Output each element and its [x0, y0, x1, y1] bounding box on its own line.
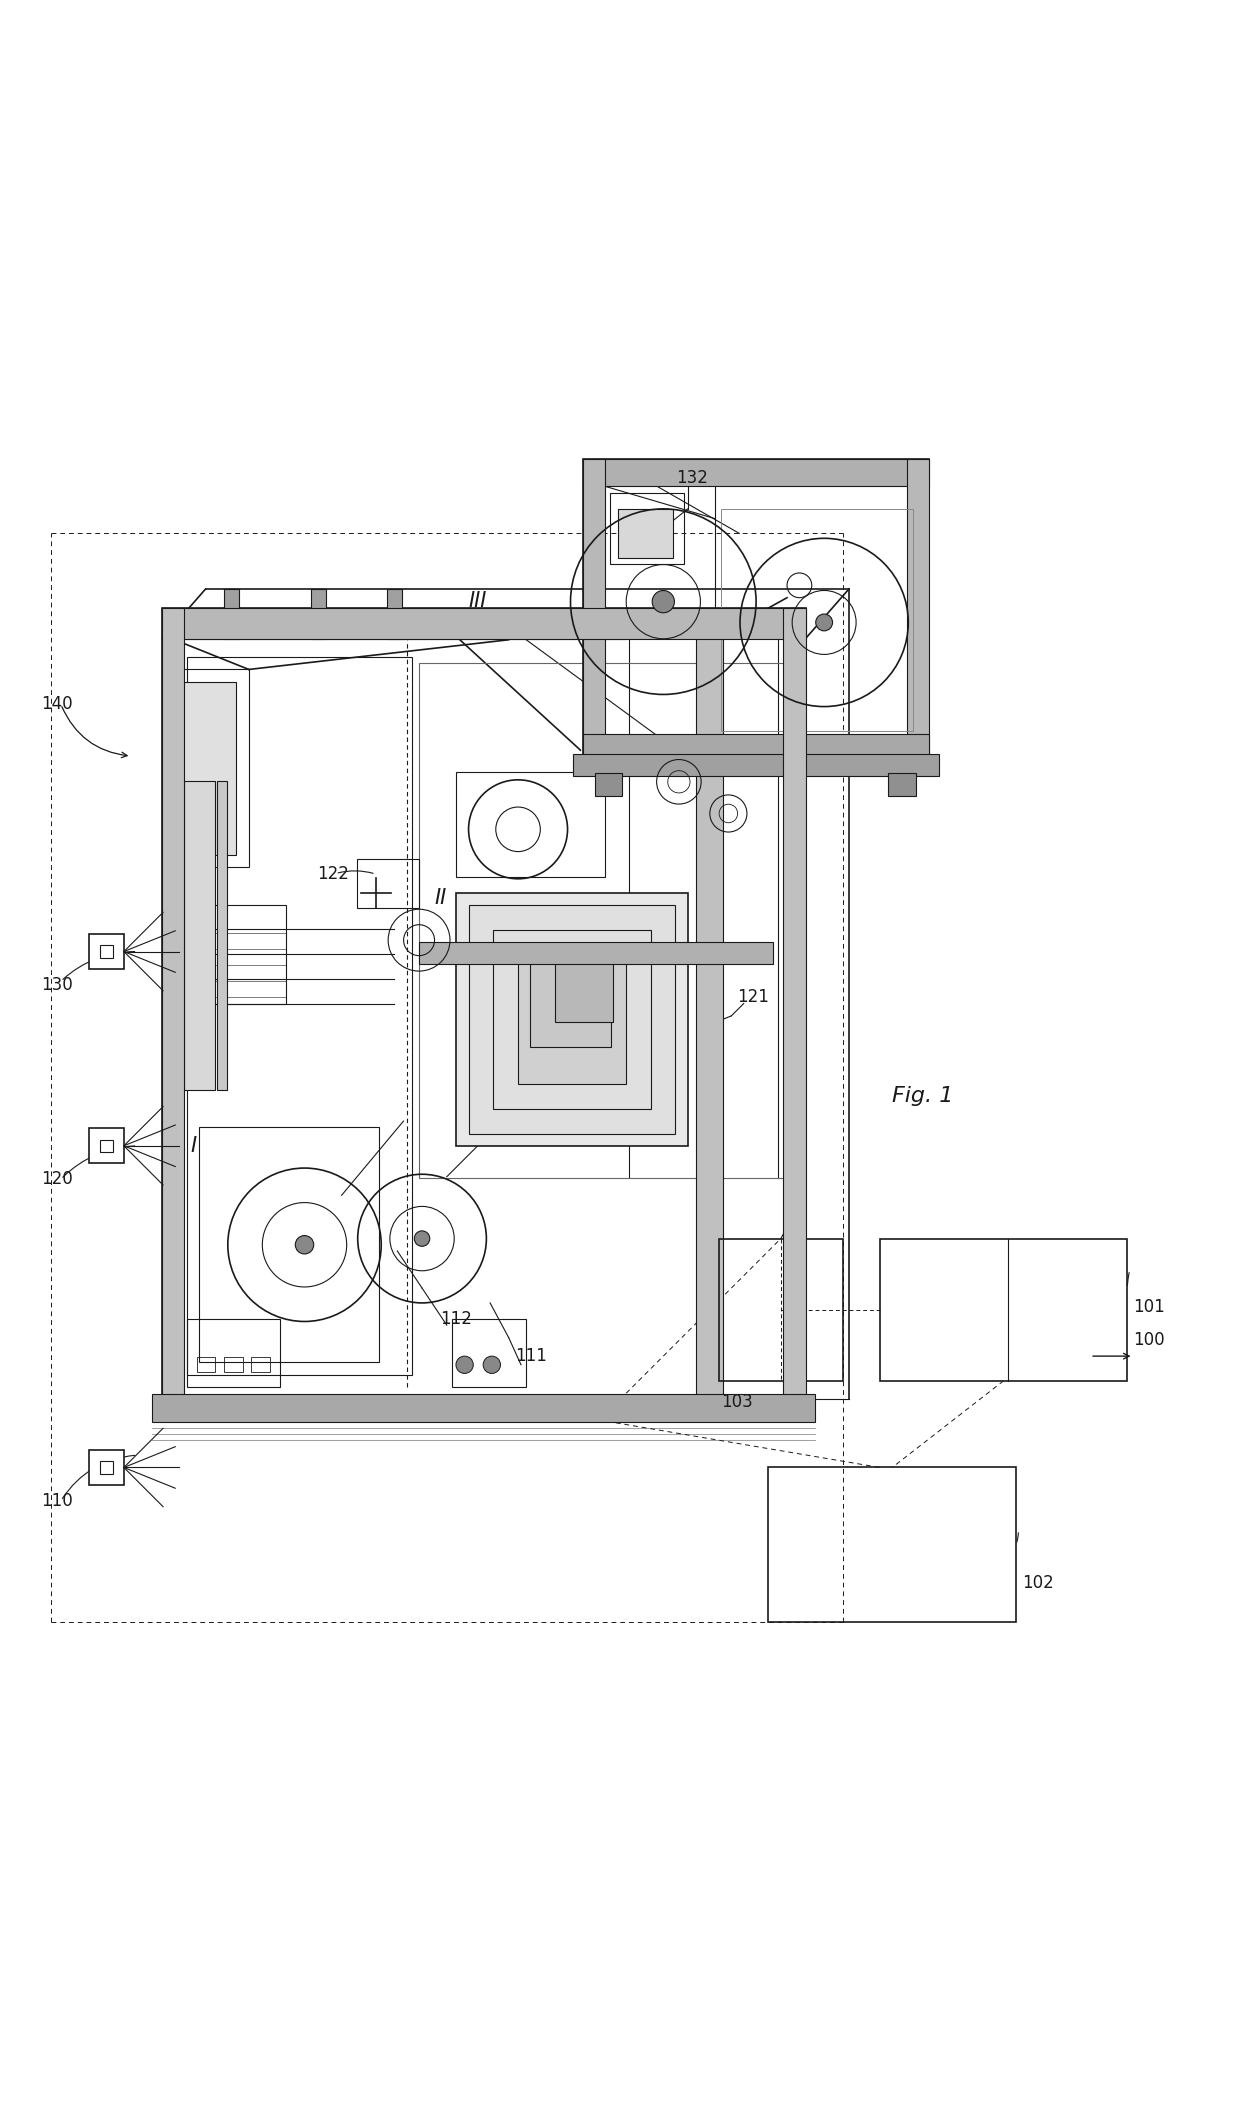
Bar: [419, 663, 786, 1177]
Bar: [357, 859, 419, 908]
Bar: [419, 941, 773, 965]
Bar: [583, 459, 605, 756]
Bar: [583, 459, 929, 756]
Bar: [456, 893, 688, 1146]
Bar: [618, 510, 673, 558]
Bar: [719, 1238, 843, 1382]
Bar: [100, 1139, 113, 1152]
Text: 101: 101: [1133, 1297, 1166, 1316]
Bar: [451, 1318, 526, 1388]
Circle shape: [484, 1356, 501, 1373]
Text: 121: 121: [738, 988, 769, 1007]
Text: 102: 102: [1022, 1573, 1054, 1592]
Text: 130: 130: [41, 975, 73, 994]
Bar: [200, 1127, 379, 1363]
Text: 122: 122: [317, 866, 348, 882]
Bar: [531, 946, 611, 1047]
Circle shape: [414, 1230, 430, 1247]
Bar: [187, 1318, 280, 1388]
Bar: [518, 954, 626, 1085]
Text: III: III: [469, 592, 487, 611]
Text: II: II: [434, 889, 446, 908]
Bar: [469, 906, 676, 1133]
Text: 132: 132: [676, 470, 708, 486]
Bar: [784, 609, 806, 1398]
Circle shape: [816, 615, 832, 632]
Text: 120: 120: [41, 1171, 73, 1188]
Text: Fig. 1: Fig. 1: [893, 1087, 954, 1106]
Bar: [224, 1358, 243, 1373]
Bar: [100, 946, 113, 958]
Bar: [162, 609, 185, 1398]
Bar: [387, 590, 402, 638]
Bar: [162, 609, 806, 1398]
Text: 100: 100: [1133, 1331, 1166, 1350]
Bar: [187, 906, 286, 1005]
Bar: [311, 590, 326, 638]
Bar: [769, 1468, 1016, 1622]
Bar: [162, 609, 806, 638]
Bar: [494, 929, 651, 1110]
Bar: [187, 657, 412, 1375]
Bar: [573, 754, 939, 775]
Bar: [224, 590, 239, 638]
Bar: [583, 459, 929, 486]
Bar: [889, 773, 915, 796]
Bar: [252, 1358, 270, 1373]
Bar: [175, 623, 625, 638]
Bar: [89, 935, 124, 969]
Text: 110: 110: [41, 1491, 73, 1510]
Text: 140: 140: [41, 695, 73, 714]
Bar: [89, 1451, 124, 1485]
Bar: [181, 682, 237, 855]
Bar: [906, 459, 929, 756]
Bar: [610, 493, 684, 564]
Circle shape: [652, 590, 675, 613]
Bar: [696, 609, 723, 1398]
Circle shape: [295, 1236, 314, 1253]
Bar: [583, 733, 929, 756]
Bar: [153, 1394, 816, 1422]
Bar: [556, 958, 613, 1021]
Bar: [197, 1358, 216, 1373]
Bar: [89, 1129, 124, 1163]
Text: I: I: [190, 1135, 196, 1156]
Bar: [175, 670, 249, 868]
Bar: [185, 781, 216, 1091]
Bar: [720, 510, 913, 731]
Bar: [595, 773, 622, 796]
Text: 103: 103: [722, 1392, 753, 1411]
Bar: [880, 1238, 1127, 1382]
Bar: [456, 771, 605, 876]
Circle shape: [456, 1356, 474, 1373]
Text: 111: 111: [515, 1348, 547, 1365]
Bar: [217, 781, 227, 1091]
Bar: [100, 1462, 113, 1474]
Text: 112: 112: [440, 1310, 472, 1329]
